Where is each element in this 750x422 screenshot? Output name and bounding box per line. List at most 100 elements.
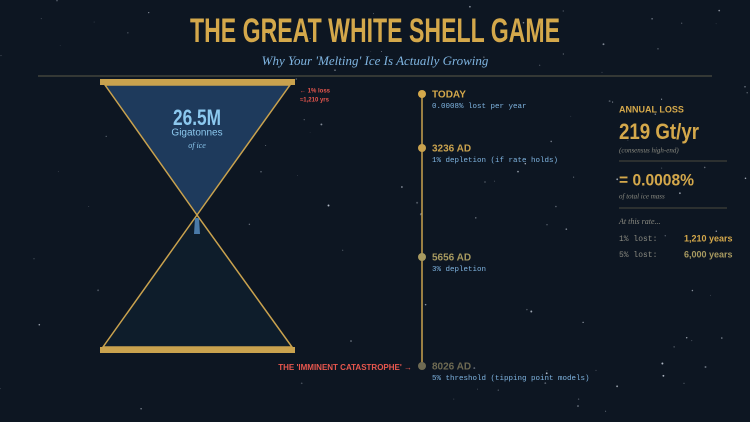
star [654, 113, 657, 115]
star [703, 166, 706, 169]
star [309, 38, 311, 39]
timeline-dot [418, 144, 426, 152]
share: = 0.0008% [619, 170, 694, 189]
star [715, 230, 718, 232]
star [715, 23, 717, 25]
star [140, 408, 142, 410]
star [657, 48, 659, 50]
star [627, 139, 629, 141]
star [88, 206, 90, 207]
hourglass-top [103, 84, 292, 217]
star [0, 388, 1, 390]
star [494, 180, 496, 182]
star [38, 323, 41, 326]
star [342, 249, 344, 251]
row-label: 5% lost: [619, 251, 657, 260]
star [577, 405, 579, 407]
star [57, 171, 59, 173]
star [517, 170, 519, 173]
star [524, 162, 527, 165]
star [679, 192, 681, 195]
row-value: 1,210 years [684, 233, 733, 243]
star [0, 55, 2, 57]
star [565, 228, 568, 230]
star [542, 378, 544, 380]
hourglass-top-bar [100, 79, 295, 85]
star [522, 21, 525, 24]
star [381, 51, 382, 53]
timeline-dot [418, 90, 426, 98]
star [744, 85, 746, 88]
star [295, 78, 298, 80]
star [612, 101, 614, 103]
star [297, 175, 299, 177]
star [477, 388, 479, 390]
star [681, 22, 683, 24]
drip [194, 218, 200, 234]
star [704, 366, 707, 368]
timeline-label: 8026 AD [432, 362, 471, 373]
callout: THE 'IMMINENT CATASTROPHE' → [278, 363, 412, 372]
star [56, 0, 58, 2]
timeline-dot [418, 362, 426, 370]
star [483, 56, 485, 58]
star [718, 9, 721, 12]
star [546, 224, 548, 226]
annual-rate: 219 Gt/yr [619, 119, 699, 144]
star [550, 140, 553, 143]
row-label: 1% lost: [619, 235, 657, 244]
star [105, 135, 107, 138]
timeline-detail: 5% threshold (tipping point models) [432, 375, 590, 383]
star [662, 374, 665, 377]
star [616, 385, 619, 388]
star [562, 10, 564, 12]
star [573, 176, 575, 178]
star [721, 337, 723, 339]
star [661, 98, 663, 100]
star [602, 43, 605, 46]
star [746, 92, 748, 94]
star [616, 178, 619, 181]
star [40, 18, 42, 20]
star [546, 370, 548, 371]
rate-note: (consensus high-end) [619, 147, 679, 155]
timeline-detail: 1% depletion (if rate holds) [432, 157, 558, 165]
timeline-label: TODAY [432, 90, 466, 101]
ice-unit: Gigatonnes [171, 128, 222, 139]
star [469, 5, 471, 8]
star [555, 205, 557, 208]
star [453, 398, 455, 400]
ice-amount: 26.5M [173, 105, 221, 130]
star [265, 144, 267, 146]
star [309, 132, 311, 133]
star [683, 382, 685, 384]
share-note: of total ice mass [619, 193, 665, 201]
star [484, 181, 486, 183]
star [661, 362, 664, 365]
star [530, 310, 533, 313]
star [519, 378, 521, 380]
marker-label: ← 1% loss [300, 89, 331, 95]
star [303, 119, 305, 121]
star [710, 294, 711, 296]
star [327, 204, 330, 207]
star [605, 410, 607, 412]
star [582, 321, 584, 324]
star [562, 53, 564, 55]
star [526, 308, 528, 311]
title: THE GREAT WHITE SHELL GAME [190, 12, 560, 50]
star [608, 100, 611, 103]
star [97, 289, 100, 292]
sidebar-intro: At this rate... [618, 217, 661, 226]
star [33, 258, 35, 260]
subtitle: Why Your 'Melting' Ice Is Actually Growi… [262, 53, 489, 68]
star [744, 177, 747, 180]
star [127, 32, 129, 34]
marker-label: ≈1,210 yrs [300, 98, 330, 104]
star [373, 13, 374, 15]
star [544, 382, 547, 384]
timeline-detail: 0.0008% lost per year [432, 103, 527, 111]
star [661, 167, 663, 169]
